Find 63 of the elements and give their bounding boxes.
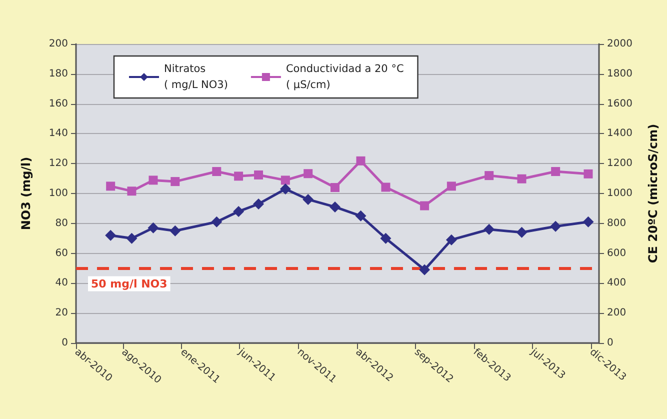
point — [446, 234, 457, 246]
point — [211, 216, 222, 228]
point — [584, 169, 593, 178]
point — [170, 225, 181, 236]
y2-tick-label: 0 — [607, 338, 614, 348]
point — [484, 171, 494, 180]
point — [212, 167, 222, 176]
point — [551, 167, 560, 176]
y-tick-label: 0 — [62, 338, 68, 348]
y2-tick-label: 1400 — [607, 128, 632, 140]
ref-line-label: 50 mg/l NO3 — [91, 277, 168, 290]
y2-tick-label: 1800 — [607, 68, 632, 80]
y2-tick-label: 1600 — [607, 98, 632, 110]
point — [517, 174, 526, 184]
y-tick-label: 80 — [55, 218, 68, 229]
point — [253, 198, 264, 210]
point — [330, 183, 340, 192]
point — [280, 176, 290, 185]
y-tick-label: 200 — [48, 38, 68, 50]
y-tick-label: 140 — [48, 128, 68, 140]
point — [356, 156, 366, 166]
y-tick-label: 100 — [48, 188, 68, 199]
point — [302, 194, 314, 205]
y2-tick-label: 200 — [607, 308, 626, 319]
point — [381, 182, 390, 192]
point — [304, 169, 313, 178]
y2-tick-label: 800 — [607, 218, 626, 229]
point — [582, 216, 594, 228]
legend-label: Conductividad a 20 °C ( µS/cm) — [286, 63, 404, 91]
point — [420, 201, 430, 210]
legend-label: Nitratos ( mg/L NO3) — [164, 63, 228, 91]
y-tick-label: 40 — [55, 278, 68, 289]
point — [484, 224, 495, 235]
y-tick-label: 20 — [55, 308, 68, 319]
point — [380, 232, 392, 244]
point — [355, 210, 366, 222]
y2-tick-label: 400 — [607, 278, 626, 289]
point — [234, 172, 244, 181]
point — [126, 232, 138, 244]
point — [516, 226, 528, 238]
y-axis-title: NO3 (mg/l) — [19, 156, 33, 230]
y2-tick-label: 1000 — [607, 188, 632, 199]
y2-tick-label: 1200 — [607, 158, 632, 170]
point — [330, 201, 340, 212]
point — [106, 182, 116, 191]
point — [127, 186, 136, 196]
y2-axis-title: CE 20ºC (microS/cm) — [646, 124, 660, 264]
point — [446, 182, 456, 191]
point — [148, 176, 158, 185]
y2-tick-label: 600 — [607, 248, 626, 259]
y2-tick-label: 2000 — [607, 38, 632, 50]
point — [105, 230, 116, 241]
y-tick-label: 180 — [48, 68, 68, 80]
point — [170, 177, 180, 186]
point — [254, 170, 264, 180]
y-tick-label: 120 — [48, 158, 68, 170]
y-tick-label: 160 — [48, 98, 68, 110]
y-tick-label: 60 — [55, 248, 68, 259]
point — [550, 220, 562, 232]
point — [148, 222, 159, 234]
point — [280, 184, 291, 195]
point — [233, 206, 244, 217]
point — [419, 264, 430, 276]
